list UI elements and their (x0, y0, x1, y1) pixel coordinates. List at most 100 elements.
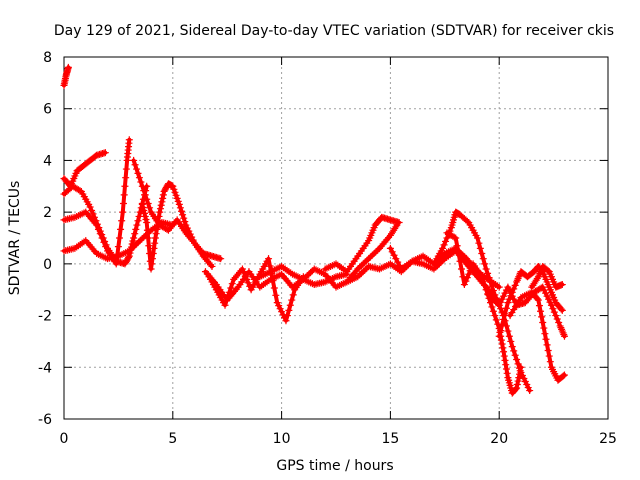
data-point-marker (542, 335, 550, 343)
data-point-marker (505, 295, 513, 303)
data-point-marker (240, 268, 248, 276)
data-point-marker (289, 291, 297, 299)
data-point-marker (498, 340, 506, 348)
data-point-marker (269, 277, 277, 285)
data-point-marker (556, 322, 564, 330)
data-point-marker (121, 182, 129, 190)
series-pass-2 (60, 149, 109, 190)
data-point-marker (143, 195, 151, 203)
data-point-marker (497, 336, 505, 344)
data-point-marker (502, 304, 510, 312)
data-point-marker (500, 315, 508, 323)
data-point-marker (118, 217, 126, 225)
data-point-marker (151, 234, 159, 242)
data-point-marker (119, 208, 127, 216)
data-point-marker (503, 369, 511, 377)
data-point-marker (459, 273, 467, 281)
data-point-marker (265, 255, 273, 263)
data-point-marker (502, 322, 510, 330)
data-point-marker (481, 260, 489, 268)
data-point-marker (547, 301, 555, 309)
y-tick-label: -6 (38, 412, 52, 428)
data-point-marker (186, 230, 194, 238)
data-point-marker (279, 311, 287, 319)
data-point-marker (224, 293, 232, 301)
data-point-marker (227, 284, 235, 292)
data-point-marker (285, 306, 293, 314)
data-point-marker (545, 352, 553, 360)
data-point-marker (558, 325, 566, 333)
data-point-marker (140, 206, 148, 214)
data-point-marker (508, 343, 516, 351)
data-point-marker (133, 221, 141, 229)
data-point-marker (515, 374, 523, 382)
data-point-marker (513, 356, 521, 364)
data-point-marker (550, 308, 558, 316)
data-point-marker (541, 330, 549, 338)
data-point-marker (148, 255, 156, 263)
data-point-marker (521, 378, 529, 386)
data-point-marker (131, 230, 139, 238)
series-pass-18 (506, 288, 568, 384)
data-point-marker (560, 332, 568, 340)
data-point-marker (225, 288, 233, 296)
data-point-marker (217, 255, 225, 263)
series-pass-17 (495, 262, 566, 340)
data-point-marker (479, 255, 487, 263)
data-point-marker (504, 283, 512, 291)
data-point-marker (145, 242, 153, 250)
series-pass-19 (528, 262, 566, 291)
data-point-marker (138, 182, 146, 190)
data-point-marker (559, 329, 567, 337)
data-point-marker (275, 302, 283, 310)
data-point-marker (498, 321, 506, 329)
data-point-marker (266, 262, 274, 270)
x-axis-ticks: 0 5 10 15 20 25 (60, 57, 617, 447)
data-point-marker (185, 227, 193, 235)
data-point-marker (524, 384, 532, 392)
data-point-marker (94, 225, 102, 233)
data-point-marker (452, 234, 460, 242)
data-point-marker (486, 278, 494, 286)
data-point-marker (520, 374, 528, 382)
series-pass-1 (60, 63, 72, 89)
x-tick-label: 15 (381, 431, 399, 447)
data-point-marker (143, 226, 151, 234)
data-point-marker (508, 288, 516, 296)
data-point-marker (495, 283, 503, 291)
x-axis-title: GPS time / hours (276, 458, 393, 474)
data-point-marker (159, 191, 167, 199)
data-point-marker (538, 313, 546, 321)
data-point-marker (456, 257, 464, 265)
data-point-marker (138, 200, 146, 208)
data-point-marker (558, 281, 566, 289)
data-point-marker (147, 265, 155, 273)
data-point-marker (134, 169, 142, 177)
data-point-marker (549, 305, 557, 313)
data-point-marker (288, 296, 296, 304)
data-point-marker (481, 281, 489, 289)
data-point-marker (144, 234, 152, 242)
data-point-marker (552, 312, 560, 320)
data-point-marker (170, 185, 178, 193)
data-point-marker (173, 194, 181, 202)
data-point-marker (120, 191, 128, 199)
data-point-marker (153, 225, 161, 233)
y-axis-title: SDTVAR / TECUs (7, 181, 23, 296)
data-point-marker (537, 268, 545, 276)
series-pass-7 (138, 180, 216, 273)
data-point-marker (510, 347, 518, 355)
data-point-marker (133, 165, 141, 173)
data-point-marker (511, 386, 519, 394)
data-point-marker (278, 308, 286, 316)
data-point-marker (130, 234, 138, 242)
data-point-marker (395, 218, 403, 226)
data-point-marker (208, 262, 216, 270)
data-point-marker (450, 233, 458, 241)
data-point-marker (557, 324, 565, 332)
data-point-marker (512, 385, 520, 393)
data-point-marker (139, 203, 147, 211)
data-point-marker (478, 250, 486, 258)
data-point-marker (543, 341, 551, 349)
y-tick-label: 4 (43, 153, 52, 169)
